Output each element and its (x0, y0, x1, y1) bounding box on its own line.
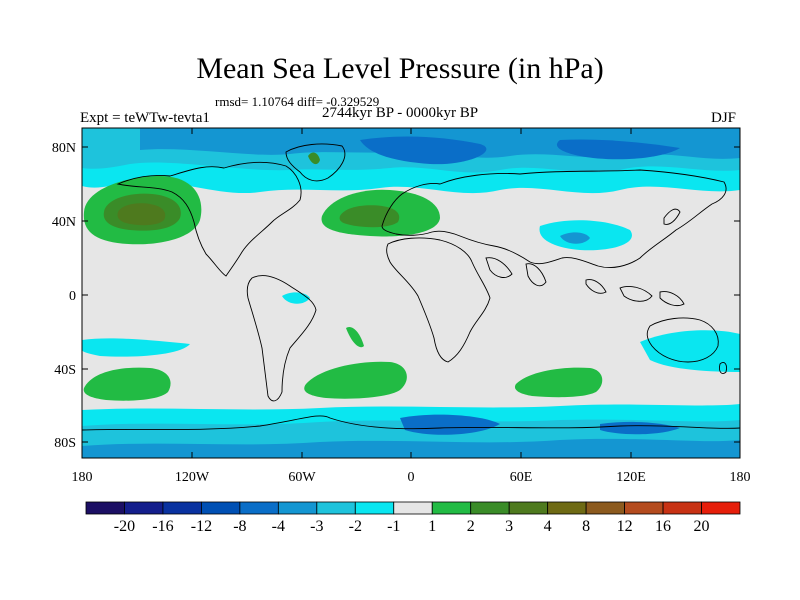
north-america-coast (116, 161, 302, 277)
lat-label: 40N (52, 215, 76, 230)
coastlines (82, 143, 740, 431)
colorbar-swatch (124, 501, 164, 515)
colorbar-label: 16 (655, 518, 672, 535)
colorbar (85, 501, 741, 515)
lon-label: 180 (72, 470, 93, 485)
lat-label: 0 (69, 289, 76, 304)
arabia-india-coast (485, 257, 547, 287)
lon-label: 0 (408, 470, 415, 485)
experiment-label: Expt = teWTw-tevta1 (80, 110, 210, 126)
colorbar-swatch (162, 501, 202, 515)
greenland-coast (285, 143, 346, 182)
lon-label: 120W (175, 470, 210, 485)
colorbar-swatch (354, 501, 395, 515)
colorbar-label: -16 (152, 518, 174, 535)
minor-negative-anomalies (82, 220, 740, 372)
colorbar-swatch (470, 501, 510, 515)
colorbar-swatch (701, 501, 741, 515)
colorbar-label: -20 (113, 518, 136, 535)
colorbar-label: -3 (310, 518, 324, 535)
colorbar-label: -1 (387, 518, 401, 535)
colorbar-swatch (585, 501, 625, 515)
maritime-continent-coast (585, 279, 685, 307)
new-zealand-coast (719, 361, 727, 375)
colorbar-label: -2 (348, 518, 362, 535)
statistics-text: rmsd= 1.10764 diff= -0.329529 (215, 94, 380, 109)
lat-label: 40S (54, 363, 76, 378)
colorbar-label: -12 (190, 518, 213, 535)
australia-coast (646, 317, 719, 363)
colorbar-swatch (431, 501, 472, 515)
lon-label: 60W (288, 470, 316, 485)
lon-label: 60E (510, 470, 533, 485)
colorbar-label: 3 (505, 518, 514, 535)
positive-anomalies (83, 152, 603, 401)
arctic-anomalies (82, 128, 740, 194)
colorbar-label: 12 (616, 518, 633, 535)
colorbar-label: 4 (543, 518, 552, 535)
colorbar-swatch (393, 501, 433, 515)
colorbar-swatch (624, 501, 664, 515)
latitude-labels: 80N 40N 0 40S 80S (52, 141, 76, 451)
colorbar-swatch (316, 501, 356, 515)
africa-coast (386, 237, 491, 363)
colorbar-label: 1 (428, 518, 437, 535)
colorbar-swatch (277, 501, 318, 515)
colorbar-label: 8 (582, 518, 591, 535)
colorbar-swatch (662, 501, 702, 515)
lat-label: 80S (54, 436, 76, 451)
longitude-labels: 180 120W 60W 0 60E 120E 180 (72, 470, 751, 485)
lon-label: 180 (730, 470, 751, 485)
plot-title: Mean Sea Level Pressure (in hPa) (196, 52, 604, 85)
japan-coast (663, 208, 681, 225)
colorbar-label: -4 (271, 518, 286, 535)
south-america-coast (246, 275, 317, 402)
antarctic-anomalies (82, 404, 740, 458)
lat-label: 80N (52, 141, 76, 156)
antarctica-coast (82, 415, 740, 431)
colorbar-swatch (239, 501, 279, 515)
colorbar-label: 2 (466, 518, 475, 535)
europe-asia-coast (381, 169, 727, 269)
colorbar-label: -8 (233, 518, 247, 535)
colorbar-swatch (547, 501, 587, 515)
lon-label: 120E (616, 470, 646, 485)
tick-marks (82, 128, 740, 458)
period-label: 2744kyr BP - 0000kyr BP (322, 105, 479, 121)
colorbar-swatch (508, 501, 549, 515)
colorbar-swatch (85, 501, 125, 515)
colorbar-label: 20 (693, 518, 710, 535)
colorbar-swatch (201, 501, 241, 515)
season-label: DJF (711, 110, 737, 126)
map-field (82, 128, 740, 458)
